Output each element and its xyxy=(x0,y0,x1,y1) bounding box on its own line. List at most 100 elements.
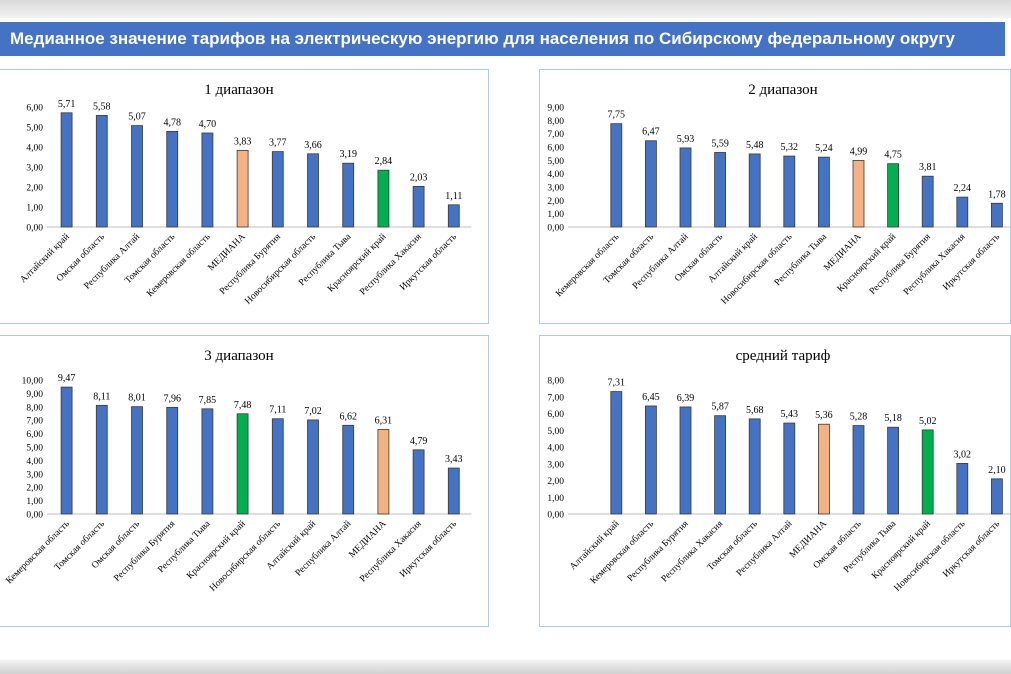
bar xyxy=(748,153,761,228)
data-label: 5,32 xyxy=(781,142,799,153)
bar xyxy=(60,386,73,515)
y-tick-label: 1,00 xyxy=(547,210,564,220)
bar xyxy=(783,422,796,515)
chart-2: 2 диапазон 0,00 1,00 2,00 3,00 4,00 5,00 6,00 7,… xyxy=(547,82,1011,307)
chart-panel-range-3: 3 диапазон 0,00 1,00 2,00 3,00 4,00 5,00 6,00 7,… xyxy=(0,335,489,627)
data-label: 6,31 xyxy=(375,415,393,426)
data-label: 3,77 xyxy=(269,138,287,149)
category-label: Республика Хакасия xyxy=(358,518,425,585)
bar xyxy=(887,426,900,515)
y-tick-label: 4,00 xyxy=(547,444,564,454)
bar xyxy=(887,163,900,228)
bar xyxy=(921,175,934,228)
bar xyxy=(956,463,969,515)
data-label: 3,81 xyxy=(919,162,937,173)
bar xyxy=(748,418,761,515)
data-label: 4,70 xyxy=(199,119,217,130)
y-tick-label: 4,00 xyxy=(26,144,43,154)
bar xyxy=(852,425,865,515)
data-label: 2,24 xyxy=(954,183,972,194)
data-label: 4,78 xyxy=(163,117,181,128)
data-label: 1,78 xyxy=(988,189,1006,200)
data-label: 7,11 xyxy=(269,405,286,416)
data-label: 8,01 xyxy=(128,393,146,404)
data-label: 3,66 xyxy=(304,140,322,151)
data-label: 5,87 xyxy=(711,402,729,413)
category-label: Республика Бурятия xyxy=(625,518,691,584)
bar xyxy=(377,169,390,228)
data-label: 5,93 xyxy=(677,134,695,145)
chart-title: 3 диапазон xyxy=(204,348,273,364)
category-label: Новосибирская область xyxy=(243,231,319,307)
data-label: 9,47 xyxy=(58,373,76,384)
data-label: 7,48 xyxy=(234,400,252,411)
top-strip xyxy=(0,0,1011,18)
category-label: Новосибирская область xyxy=(892,518,968,594)
bar xyxy=(412,449,425,515)
data-label: 6,39 xyxy=(677,393,695,404)
y-tick-label: 0,00 xyxy=(547,511,564,521)
data-label: 6,62 xyxy=(339,411,357,422)
bar xyxy=(956,196,969,228)
y-tick-label: 10,00 xyxy=(22,377,44,387)
bar xyxy=(921,429,934,515)
data-label: 4,75 xyxy=(884,150,902,161)
data-label: 5,07 xyxy=(128,112,146,123)
category-label: Новосибирская область xyxy=(208,518,284,594)
y-tick-label: 0,00 xyxy=(547,224,564,234)
y-tick-label: 7,00 xyxy=(547,130,564,140)
data-label: 3,83 xyxy=(234,136,252,147)
bar xyxy=(645,140,657,228)
bar xyxy=(95,404,108,515)
y-tick-label: 1,00 xyxy=(547,494,564,504)
category-label: Иркутская область xyxy=(941,231,1003,293)
data-label: 5,48 xyxy=(746,140,764,151)
y-tick-label: 4,00 xyxy=(547,170,564,180)
y-tick-label: 0,00 xyxy=(26,511,43,521)
bar xyxy=(307,419,319,515)
bar xyxy=(131,125,143,228)
y-tick-label: 2,00 xyxy=(547,477,564,487)
category-label: Иркутская область xyxy=(941,518,1003,580)
bar xyxy=(852,160,865,228)
y-tick-label: 6,00 xyxy=(26,104,43,114)
data-label: 3,02 xyxy=(954,449,972,460)
bar xyxy=(783,155,796,228)
data-label: 7,96 xyxy=(163,393,181,404)
y-tick-label: 1,00 xyxy=(26,204,43,214)
bar xyxy=(610,391,623,515)
bar xyxy=(990,478,1003,515)
chart-1: 1 диапазон 0,00 1,00 2,00 3,00 4,00 5,00 6,00 5,… xyxy=(18,82,472,307)
y-tick-label: 2,00 xyxy=(547,197,564,207)
bar xyxy=(377,429,390,515)
data-label: 4,79 xyxy=(410,436,428,447)
bar xyxy=(236,150,249,228)
bar xyxy=(342,424,355,515)
data-label: 2,84 xyxy=(375,156,393,167)
data-label: 3,43 xyxy=(445,454,463,465)
y-tick-label: 8,00 xyxy=(547,377,564,387)
bar xyxy=(201,132,214,228)
bar xyxy=(679,406,692,515)
y-tick-label: 3,00 xyxy=(26,470,43,480)
y-tick-label: 3,00 xyxy=(26,164,43,174)
y-tick-label: 0,00 xyxy=(26,224,43,234)
bar xyxy=(679,147,692,228)
y-tick-label: 5,00 xyxy=(26,124,43,134)
category-label: Иркутская область xyxy=(398,231,460,293)
data-label: 5,59 xyxy=(711,138,729,149)
category-label: Новосибирская область xyxy=(719,231,795,307)
y-tick-label: 7,00 xyxy=(547,393,564,403)
data-label: 2,03 xyxy=(410,172,428,183)
data-label: 6,47 xyxy=(642,127,660,138)
data-label: 7,02 xyxy=(304,406,322,417)
chart-title: 1 диапазон xyxy=(204,82,273,98)
category-label: Кемеровская область xyxy=(554,231,622,299)
chart-title: средний тариф xyxy=(736,348,831,364)
bar xyxy=(95,115,108,228)
y-tick-label: 9,00 xyxy=(547,104,564,114)
data-label: 5,28 xyxy=(850,412,868,423)
category-label: Республика Хакасия xyxy=(901,231,968,298)
y-tick-label: 2,00 xyxy=(26,484,43,494)
bar xyxy=(131,406,143,515)
